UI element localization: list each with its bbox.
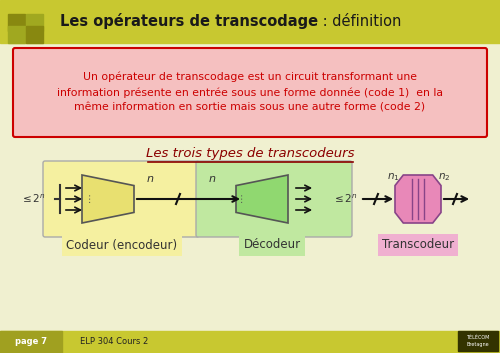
Bar (0, 0, 500, 43)
FancyBboxPatch shape (43, 161, 199, 237)
Text: page 7: page 7 (15, 337, 47, 347)
Text: Codeur (encodeur): Codeur (encodeur) (66, 239, 178, 251)
Text: : définition: : définition (318, 13, 402, 29)
Text: $n$: $n$ (208, 174, 216, 184)
Text: Décodeur: Décodeur (244, 239, 300, 251)
Text: $n_1$: $n_1$ (386, 171, 400, 183)
Text: $\leq 2^n$: $\leq 2^n$ (332, 193, 357, 205)
Bar (0, 331, 500, 353)
FancyBboxPatch shape (196, 161, 352, 237)
Bar (8, 26, 25, 43)
Text: Transcodeur: Transcodeur (382, 239, 454, 251)
Bar (458, 331, 498, 351)
Polygon shape (236, 175, 288, 223)
Text: Les trois types de transcodeurs: Les trois types de transcodeurs (146, 148, 354, 161)
Text: $\cdots$: $\cdots$ (237, 194, 247, 204)
Bar (26, 14, 43, 31)
Text: $\cdots$: $\cdots$ (85, 194, 95, 204)
Text: $n_2$: $n_2$ (438, 171, 450, 183)
Polygon shape (395, 175, 441, 223)
FancyBboxPatch shape (13, 48, 487, 137)
Text: Les opérateurs de transcodage: Les opérateurs de transcodage (60, 13, 318, 29)
Text: $n$: $n$ (146, 174, 154, 184)
Polygon shape (82, 175, 134, 223)
Bar (0, 331, 62, 353)
Text: ELP 304 Cours 2: ELP 304 Cours 2 (80, 337, 148, 347)
Text: Un opérateur de transcodage est un circuit transformant une
information présente: Un opérateur de transcodage est un circu… (57, 72, 443, 113)
Text: TÉLÉCOM
Bretagne: TÉLÉCOM Bretagne (466, 335, 489, 347)
Bar (8, 14, 25, 31)
Text: $\leq 2^n$: $\leq 2^n$ (20, 193, 46, 205)
Bar (26, 26, 43, 43)
